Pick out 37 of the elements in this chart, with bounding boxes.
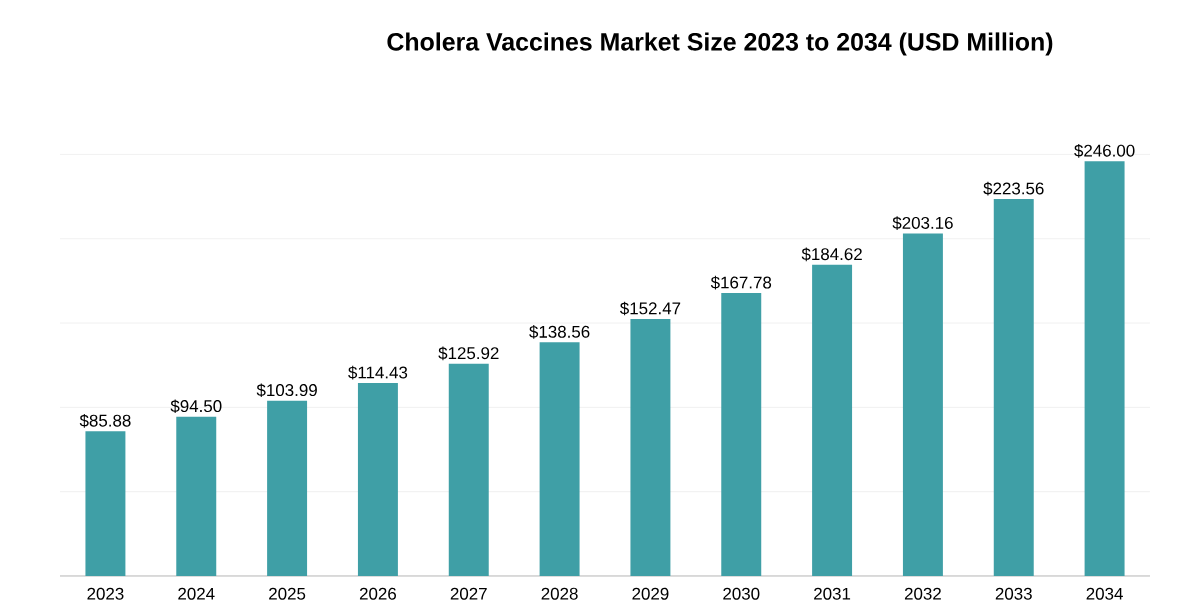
x-tick-label: 2024 [178,587,215,600]
x-tick-label: 2029 [632,587,669,600]
bar [448,363,489,576]
x-tick-label: 2027 [450,587,487,600]
data-label: $223.56 [983,181,1044,196]
bar [902,233,943,576]
data-label: $85.88 [79,413,131,428]
bar [993,199,1034,576]
data-label: $138.56 [529,325,590,339]
bar [630,318,671,576]
bar [267,400,308,576]
data-label: $246.00 [1074,143,1135,158]
x-tick-label: 2025 [269,587,306,600]
x-tick-label: 2026 [359,587,397,600]
x-tick-label: 2023 [87,587,124,600]
data-label: $184.62 [801,247,862,262]
bar [721,293,762,576]
bar [812,264,853,576]
bar [176,416,217,576]
data-label: $167.78 [710,275,772,290]
data-label: $125.92 [438,346,499,361]
data-label: $152.47 [620,301,681,316]
x-tick-label: 2031 [814,587,851,600]
bar [1084,161,1125,576]
x-tick-label: 2030 [723,587,760,600]
x-tick-label: 2032 [904,587,941,600]
data-label: $114.43 [348,365,408,380]
data-label: $103.99 [256,383,317,398]
x-tick-label: 2034 [1086,587,1123,600]
x-tick-label: 2033 [995,587,1032,600]
bar [539,342,580,576]
data-label: $94.50 [170,399,222,414]
bar [85,431,126,576]
data-label: $203.16 [892,216,953,230]
bar [357,383,398,576]
x-tick-label: 2028 [541,587,578,600]
chart-title: Cholera Vaccines Market Size 2023 to 2034 (USD Million) [387,32,1053,56]
